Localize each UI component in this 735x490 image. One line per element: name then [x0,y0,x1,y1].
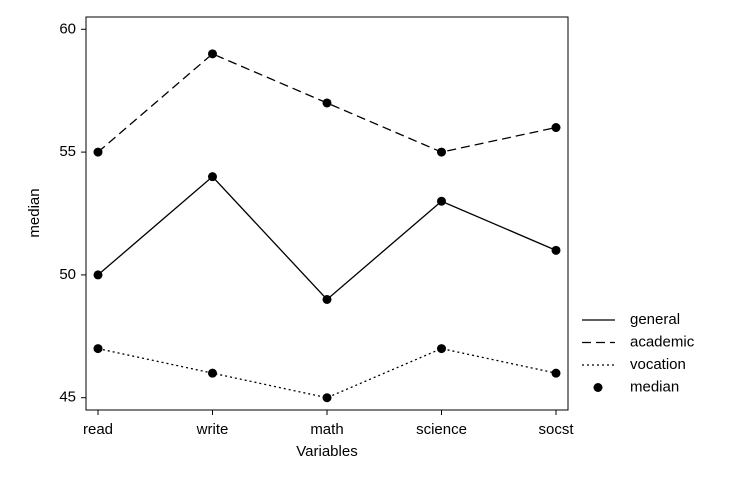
legend-label: general [630,311,680,328]
data-point [437,196,446,206]
data-point [93,344,103,354]
x-tick-label: socst [538,421,574,438]
series-line [97,53,557,153]
data-point [208,368,217,378]
data-point [208,172,217,182]
x-tick-label: science [416,421,467,438]
data-point [93,147,103,157]
x-tick-label: read [83,421,113,438]
x-tick-label: write [196,421,229,438]
y-tick-label: 55 [59,143,76,160]
data-point [551,123,561,133]
data-point [322,98,332,108]
data-point [551,245,561,255]
legend-label: academic [630,333,695,350]
y-tick-label: 45 [59,389,76,406]
data-point [93,270,103,280]
data-point [322,393,332,403]
data-point [437,344,446,354]
legend-label: vocation [630,356,686,373]
legend-label: median [630,378,679,395]
data-point [322,294,332,304]
legend-marker [593,383,603,392]
data-point [208,49,217,59]
x-axis-label: Variables [296,443,357,460]
data-point [551,368,561,378]
y-axis-label: median [26,188,43,237]
data-point [437,147,446,157]
x-tick-label: math [310,421,343,438]
y-tick-label: 60 [59,20,76,37]
y-tick-label: 50 [59,266,76,283]
